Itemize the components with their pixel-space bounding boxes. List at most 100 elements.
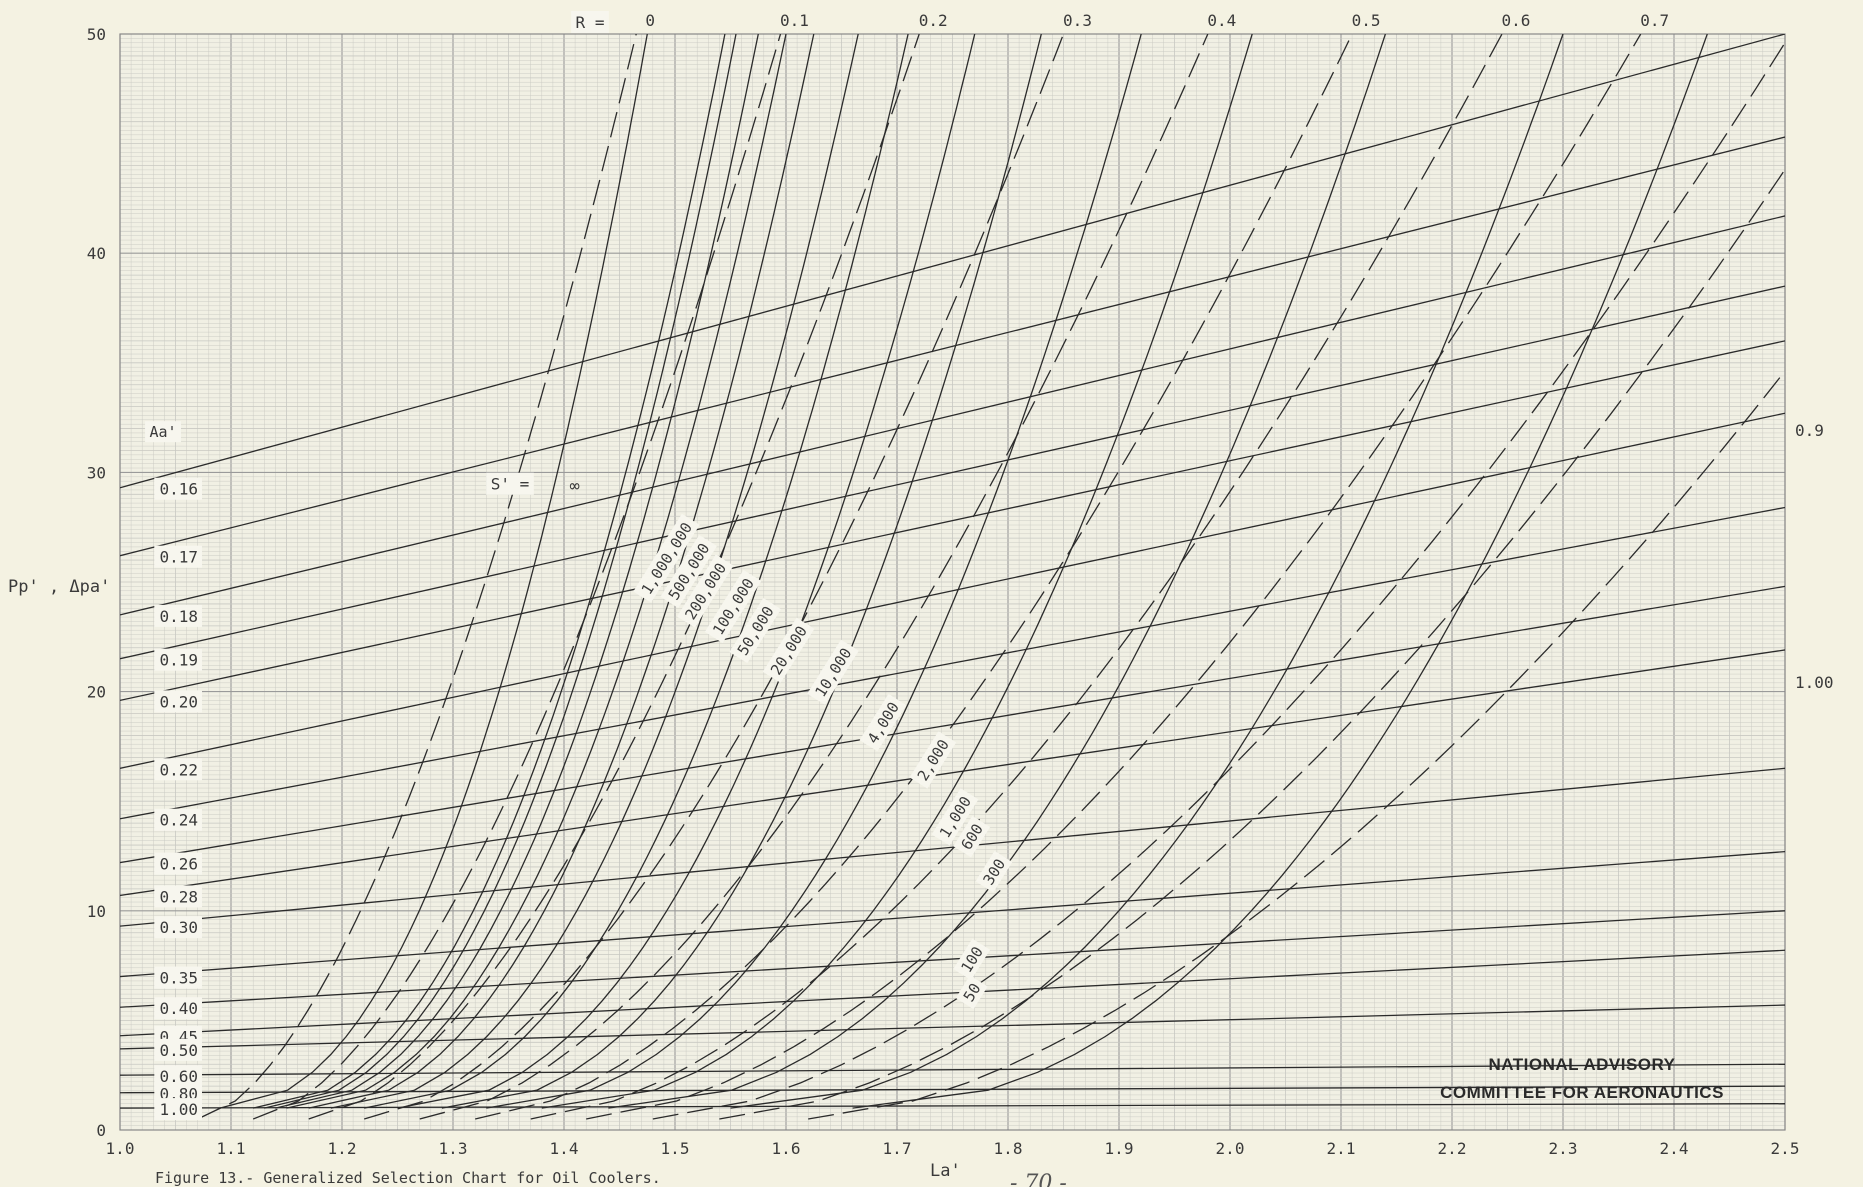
r-top-label: 0.6 [1501,11,1530,30]
aa-line [120,1063,1785,1076]
aa-label-text: 0.20 [159,692,198,711]
aa-label-text: 0.17 [159,548,198,567]
sp-title-label-text: S' = [491,475,530,494]
s-curve-label-box [859,693,907,752]
aa-label-box [154,604,202,627]
sp-title-label: S' = [486,472,534,495]
r-curve [719,168,1785,1120]
s-curve-label-box [953,815,991,858]
aa-line [120,767,1785,927]
s-curve-label-box [762,617,815,683]
aa-label: 0.20 [154,690,202,713]
y-tick-label: 10 [87,902,106,921]
s-curve-label-box [660,534,717,608]
s-curve-label-box [704,569,762,644]
s-curve [486,34,1142,1109]
aa-title-label: Aa' [145,421,181,443]
r-top-label: 0.5 [1352,11,1381,30]
aa-label-text: 0.19 [159,651,198,670]
aa-label: 0.60 [154,1065,202,1088]
aa-label-text: 0.16 [159,480,198,499]
aa-label-box [154,966,202,989]
aa-label-box [154,1038,202,1061]
r-top-label: 0 [645,11,655,30]
svg-text:COMMITTEE FOR AERONAUTICS: COMMITTEE FOR AERONAUTICS [1440,1083,1724,1102]
axis-ticks: 1.0 1.1 1.2 1.3 1.4 1.5 1.6 1.7 1.8 1.9 2.0 2.1 2.2 2… [87,25,1800,1158]
x-tick-label: 1.3 [439,1139,468,1158]
data-curves [120,34,1785,1120]
y-tick-label: 30 [87,463,106,482]
s-curve [541,34,1253,1109]
aa-label-text: 0.22 [159,760,198,779]
x-tick-label: 2.4 [1660,1139,1689,1158]
aa-label-text: 0.24 [159,811,198,830]
page-mark: - 70 - [1010,1171,1067,1187]
sp-title-label-box [486,472,534,495]
r-top-label: 0.1 [780,11,809,30]
aa-label: 0.22 [154,758,202,781]
aa-label: 0.35 [154,966,202,989]
aa-label-box [154,1098,202,1121]
y-tick-label: 40 [87,244,106,263]
aa-label: 0.30 [154,916,202,939]
aa-label-box [154,648,202,671]
aa-label: 0.40 [154,997,202,1020]
aa-line [120,649,1785,897]
aa-label-box [154,545,202,568]
x-tick-label: 1.8 [994,1139,1023,1158]
aa-label-box [154,808,202,831]
aa-line [120,1004,1785,1050]
aa-line [120,285,1785,660]
aa-label-box [154,852,202,875]
aa-line [120,34,1785,489]
svg-text:NATIONAL ADVISORY: NATIONAL ADVISORY [1488,1055,1675,1074]
r-curve [197,34,637,1120]
s-curve-label-box [909,731,957,789]
r-top-label: 0.4 [1207,11,1236,30]
plot-border [119,33,1786,1131]
aa-line [120,412,1785,769]
s-curve [219,34,648,1109]
s-curve-label-box [975,850,1013,893]
s-curve [253,34,726,1109]
x-tick-label: 2.2 [1438,1139,1467,1158]
aa-label-text: 0.50 [159,1041,198,1060]
s-curve-label-box [677,554,734,628]
aa-title-label-text: Aa' [149,423,176,441]
aa-line [120,136,1785,557]
s-infinity-label: ∞ [570,477,580,497]
aa-label-box [154,885,202,908]
x-tick-label: 1.1 [217,1139,246,1158]
r-curve [252,34,782,1120]
r-curve [364,34,1065,1120]
r-right-label: 0.9 [1795,421,1824,440]
s-curve [852,34,1708,1109]
s-curve-label-box [633,513,700,603]
x-tick-label: 1.9 [1105,1139,1134,1158]
x-tick-label: 2.0 [1216,1139,1245,1158]
s-curve [364,34,909,1109]
aa-label: 0.19 [154,648,202,671]
y-tick-label: 0 [96,1121,106,1140]
x-axis-label: La' [930,1161,961,1181]
s-curve [264,34,737,1109]
aa-line [120,340,1785,702]
x-tick-label: 1.5 [661,1139,690,1158]
aa-label-box [154,997,202,1020]
r-right-label: 1.00 [1795,673,1834,692]
aa-label-text: 0.40 [159,999,198,1018]
aa-line [120,910,1785,1008]
r-title-label-text: R = [576,13,605,32]
x-tick-label: 2.1 [1327,1139,1356,1158]
aa-label: 1.00 [154,1098,202,1121]
r-top-label: 0.2 [919,11,948,30]
r-curve [586,34,1642,1120]
aa-label: 0.26 [154,852,202,875]
r-title-label-box [571,11,609,33]
s-curve-label: 50 [955,975,988,1010]
naca-stamp: NATIONAL ADVISORY COMMITTEE FOR AERONAUT… [1440,1055,1724,1102]
aa-label-text: 0.35 [159,969,198,988]
aa-label-text: 1.00 [159,1100,198,1119]
x-tick-label: 2.3 [1549,1139,1578,1158]
r-curve [652,41,1785,1120]
